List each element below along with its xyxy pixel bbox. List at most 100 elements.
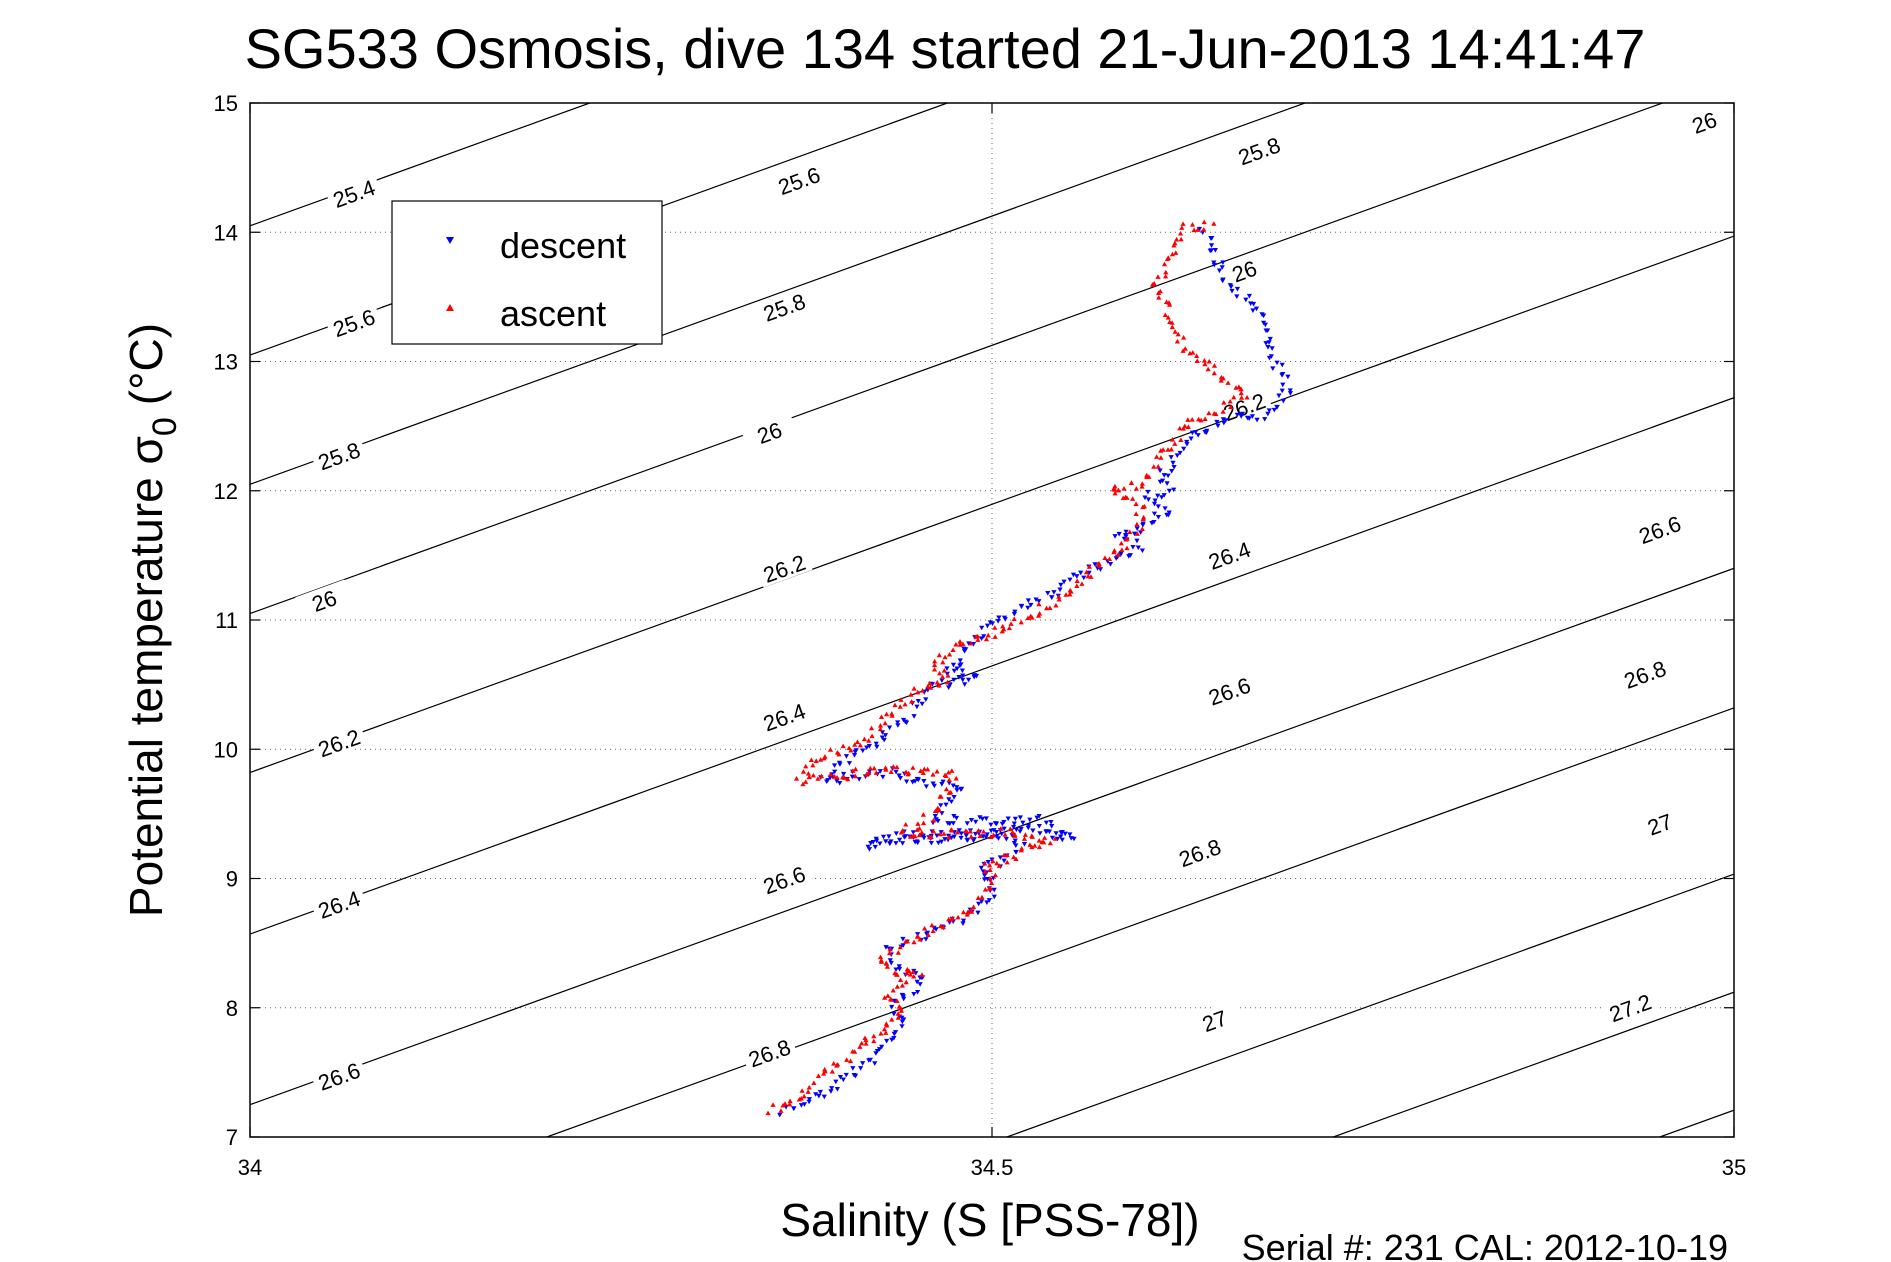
ascent-point-140	[980, 829, 987, 834]
ascent-point-286	[983, 636, 990, 642]
descent-point-40	[899, 1015, 905, 1021]
ascent-point-230	[822, 754, 828, 759]
descent-point-405	[1134, 538, 1140, 544]
descent-point-499	[1260, 320, 1267, 326]
descent-point-191	[1013, 827, 1019, 833]
isopycnal-label-bg-5-0	[310, 883, 368, 924]
ascent-point-142	[977, 833, 983, 839]
ascent-point-18	[829, 1068, 835, 1074]
descent-point-316	[900, 717, 907, 723]
isopycnal-label-bg-5-2	[1200, 534, 1258, 575]
ascent-point-239	[854, 739, 861, 745]
descent-point-6	[806, 1097, 812, 1102]
ascent-point-287	[985, 632, 991, 638]
ascent-point-201	[871, 765, 877, 771]
ascent-point-309	[1067, 591, 1073, 597]
ascent-point-317	[1088, 574, 1094, 579]
ascent-point-444	[1180, 221, 1186, 226]
descent-point-146	[899, 841, 906, 846]
descent-point-296	[836, 760, 843, 766]
descent-point-177	[956, 828, 962, 833]
ascent-point-236	[846, 745, 852, 751]
ascent-point-139	[988, 834, 994, 839]
ascent-point-321	[1095, 561, 1101, 566]
ascent-point-279	[957, 638, 963, 644]
chart-title: SG533 Osmosis, dive 134 started 21-Jun-2…	[245, 17, 1646, 80]
ascent-point-152	[937, 831, 943, 837]
isopycnal-label-bg-7-2	[1616, 653, 1674, 694]
descent-point-145	[903, 834, 909, 839]
descent-point-131	[958, 835, 964, 841]
ascent-point-331	[1123, 536, 1129, 542]
isopycnal-label-bg-6-1	[755, 858, 813, 899]
ascent-point-180	[953, 775, 959, 781]
y-tick-label-7: 14	[214, 220, 238, 245]
ascent-point-146	[962, 828, 969, 834]
descent-point-350	[957, 658, 963, 663]
descent-point-318	[914, 704, 920, 710]
descent-point-155	[865, 844, 871, 850]
ascent-point-38	[889, 1017, 895, 1022]
descent-point-29	[876, 1047, 883, 1052]
isopycnal-label-bg-8-1	[1630, 803, 1688, 844]
axis-ticks: 34 34.5 35 7 8 9 10 11 12 13 14 15	[214, 91, 1747, 1180]
descent-point-194	[1018, 826, 1024, 832]
isopycnal-line-2	[250, 103, 1306, 485]
descent-point-197	[1030, 828, 1036, 834]
ascent-point-53	[903, 979, 909, 985]
ascent-point-316	[1083, 569, 1090, 575]
descent-point-173	[934, 833, 940, 839]
ascent-point-215	[815, 776, 821, 781]
isopycnal-line-4	[250, 235, 1734, 774]
ascent-point-409	[1187, 350, 1193, 356]
descent-point-215	[1043, 820, 1049, 826]
ascent-point-271	[931, 666, 938, 672]
ascent-point-165	[916, 825, 923, 831]
descent-point-153	[868, 841, 874, 846]
descent-point-420	[1155, 514, 1162, 520]
isopycnal-label-6-2: 26.6	[1205, 673, 1254, 711]
ascent-point-268	[941, 668, 947, 673]
isopycnal-label-bg-3-2	[1215, 249, 1273, 291]
descent-point-378	[1049, 595, 1055, 600]
ascent-point-442	[1177, 230, 1184, 236]
descent-point-501	[1261, 313, 1267, 319]
descent-point-353	[963, 647, 969, 652]
descent-point-514	[1220, 278, 1226, 284]
ascent-point-219	[800, 781, 806, 787]
descent-point-228	[992, 821, 999, 826]
descent-point-495	[1267, 336, 1273, 342]
isopycnal-label-1-0: 25.6	[330, 304, 379, 342]
ascent-point-369	[1172, 441, 1178, 446]
descent-point-460	[1214, 419, 1220, 425]
descent-point-447	[1174, 453, 1180, 459]
descent-point-444	[1171, 465, 1177, 470]
descent-point-320	[919, 701, 925, 707]
descent-point-452	[1184, 439, 1190, 445]
descent-point-472	[1266, 408, 1272, 413]
descent-point-234	[968, 818, 975, 823]
ascent-point-443	[1179, 225, 1185, 230]
descent-point-302	[860, 748, 866, 754]
ascent-point-223	[800, 769, 807, 774]
descent-point-236	[953, 815, 960, 821]
descent-point-143	[912, 839, 918, 845]
ascent-point-253	[898, 697, 904, 702]
ascent-point-357	[1139, 481, 1145, 486]
descent-point-83	[960, 921, 966, 926]
ascent-point-125	[1041, 835, 1048, 840]
descent-point-386	[1074, 574, 1080, 579]
descent-point-13	[829, 1086, 835, 1091]
descent-point-201	[1049, 835, 1055, 841]
ascent-point-198	[882, 765, 889, 770]
descent-point-163	[893, 831, 899, 837]
descent-point-511	[1229, 288, 1235, 294]
ascent-point-338	[1133, 511, 1139, 516]
ascent-point-119	[1029, 844, 1035, 850]
descent-point-280	[856, 777, 862, 782]
descent-point-389	[1086, 570, 1092, 576]
descent-point-339	[971, 674, 977, 680]
descent-point-20	[852, 1073, 859, 1079]
isopycnal-label-bg-9-0	[1601, 986, 1659, 1027]
ascent-point-52	[899, 982, 905, 988]
